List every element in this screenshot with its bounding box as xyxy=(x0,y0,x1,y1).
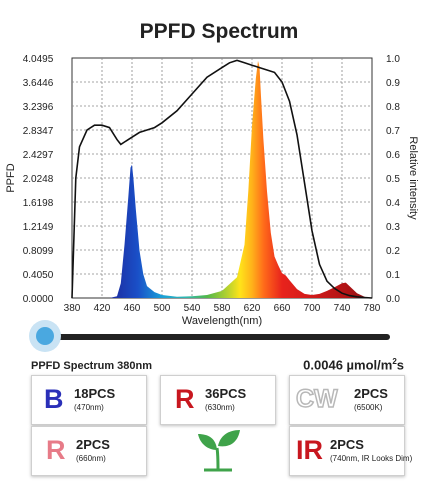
wavelength-slider-thumb[interactable] xyxy=(29,320,61,352)
y-axis-label-left: PPFD xyxy=(5,163,17,192)
wavelength-slider-track[interactable] xyxy=(46,334,390,340)
cool-white-count: 2PCS xyxy=(354,386,388,401)
infrared-badge: IR xyxy=(296,435,323,465)
led-card-cool-white: CW 2PCS (6500K) xyxy=(289,375,405,425)
x-tick-label: 540 xyxy=(184,303,201,314)
y-tick-label-right: 0.7 xyxy=(386,126,400,137)
y-tick-label-right: 0.9 xyxy=(386,78,400,89)
cool-white-badge: CW xyxy=(295,384,338,414)
y-tick-label-left: 2.4297 xyxy=(23,150,54,161)
deep-red-badge: R xyxy=(46,435,66,465)
y-tick-label-right: 0.2 xyxy=(386,246,400,257)
y-axis-label-right: Relative intensity xyxy=(407,136,419,220)
y-tick-label-left: 2.0248 xyxy=(23,174,54,185)
y-tick-label-right: 0.1 xyxy=(386,270,400,281)
spectrum-position-label: PPFD Spectrum 380nm xyxy=(31,360,153,372)
ppfd-area xyxy=(72,60,372,299)
infrared-wavelength: (740nm, IR Looks Dim) xyxy=(330,454,413,463)
y-tick-label-left: 4.0495 xyxy=(23,54,54,65)
y-tick-label-right: 0.8 xyxy=(386,102,400,113)
y-tick-label-right: 0.4 xyxy=(386,198,400,209)
x-tick-label: 500 xyxy=(154,303,171,314)
y-tick-label-right: 1.0 xyxy=(386,54,400,65)
x-tick-label: 700 xyxy=(304,303,321,314)
led-card-red: R 36PCS (630nm) xyxy=(160,375,276,425)
y-tick-label-left: 3.6446 xyxy=(23,78,54,89)
plant-sprout-icon xyxy=(198,430,240,472)
x-tick-label: 460 xyxy=(124,303,141,314)
ppfd-value-readout: 0.0046 µmol/m2s xyxy=(303,357,404,373)
led-card-infrared: IR 2PCS (740nm, IR Looks Dim) xyxy=(289,426,412,476)
x-tick-label: 580 xyxy=(214,303,231,314)
y-tick-label-left: 0.8099 xyxy=(23,246,54,257)
y-tick-label-left: 1.6198 xyxy=(23,198,54,209)
y-tick-label-left: 2.8347 xyxy=(23,126,54,137)
y-tick-label-left: 0.0000 xyxy=(23,294,54,305)
y-tick-label-right: 0.6 xyxy=(386,150,400,161)
infrared-count: 2PCS xyxy=(330,437,364,452)
red-badge: R xyxy=(175,384,195,414)
x-tick-label: 380 xyxy=(64,303,81,314)
led-card-deep-red: R 2PCS (660nm) xyxy=(31,426,147,476)
x-tick-label: 620 xyxy=(244,303,261,314)
x-tick-label: 420 xyxy=(94,303,111,314)
deep-red-count: 2PCS xyxy=(76,437,110,452)
x-tick-label: 740 xyxy=(334,303,351,314)
red-count: 36PCS xyxy=(205,386,247,401)
x-tick-label: 660 xyxy=(274,303,291,314)
y-tick-label-right: 0.3 xyxy=(386,222,400,233)
chart-title: PPFD Spectrum xyxy=(139,20,299,43)
x-axis-label: Wavelength(nm) xyxy=(182,315,262,327)
deep-red-wavelength: (660nm) xyxy=(76,454,106,463)
x-tick-label: 780 xyxy=(364,303,381,314)
cool-white-temperature: (6500K) xyxy=(354,403,383,412)
blue-wavelength: (470nm) xyxy=(74,403,104,412)
y-tick-label-left: 1.2149 xyxy=(23,222,54,233)
blue-count: 18PCS xyxy=(74,386,116,401)
y-tick-label-left: 0.4050 xyxy=(23,270,54,281)
y-tick-label-right: 0.0 xyxy=(386,294,400,305)
red-wavelength: (630nm) xyxy=(205,403,235,412)
relative-intensity-line xyxy=(71,59,373,299)
led-card-blue: B 18PCS (470nm) xyxy=(31,375,147,425)
y-tick-label-right: 0.5 xyxy=(386,174,400,185)
blue-badge: B xyxy=(44,384,64,414)
y-tick-label-left: 3.2396 xyxy=(23,102,54,113)
